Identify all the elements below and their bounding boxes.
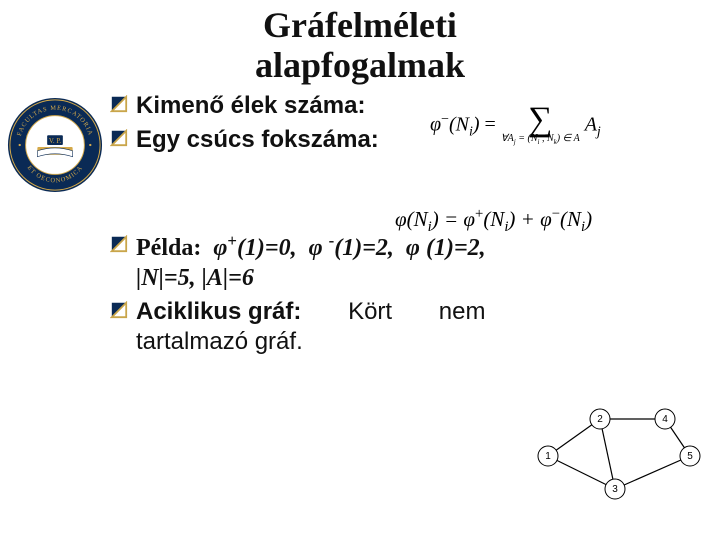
bullet-2: Egy csúcs fokszáma: <box>110 125 700 155</box>
bullet-icon <box>110 95 128 113</box>
acyclic-tail2: nem <box>439 298 486 325</box>
bullet-1: Kimenő élek száma: <box>110 91 700 121</box>
graph-edge <box>600 419 615 489</box>
graph-node-label: 5 <box>687 451 693 462</box>
example-graph: 1 2 3 4 5 <box>530 401 710 506</box>
bullet-icon <box>110 235 128 253</box>
acyclic-bold: Aciklikus gráf: <box>136 298 301 325</box>
ex-phi-total: (1)=2, <box>426 235 486 261</box>
bullet-1-text: Kimenő élek száma: <box>136 91 700 121</box>
graph-edge <box>548 456 615 489</box>
bullet-2-text: Egy csúcs fokszáma: <box>136 125 700 155</box>
bullet-acyclic: Aciklikus gráf: Kört nem tartalmazó gráf… <box>110 297 700 357</box>
title-line-2: alapfogalmak <box>255 45 465 85</box>
title-line-1: Gráfelméleti <box>263 5 457 45</box>
formula-outgoing-degree: φ−(Ni) = ∑ ∀Aj = (Ni , Nk) ∈ A Aj <box>430 106 601 146</box>
graph-node-label: 1 <box>545 451 551 462</box>
example-sets: |N|=5, |A|=6 <box>136 265 254 291</box>
sigma-icon: ∑ <box>501 106 580 133</box>
acyclic-tail1: Kört <box>348 298 392 325</box>
graph-node-label: 4 <box>662 414 668 425</box>
graph-node-label: 3 <box>612 484 618 495</box>
acyclic-text: Aciklikus gráf: Kört nem tartalmazó gráf… <box>136 297 700 357</box>
bullet-icon <box>110 301 128 319</box>
logo-vp: V. P. <box>49 138 62 145</box>
acyclic-line2: tartalmazó gráf. <box>136 327 303 357</box>
ex-phi-minus: (1)=2, <box>334 235 394 261</box>
formula-total-degree: φ(Ni) = φ+(Ni) + φ−(Ni) <box>395 206 592 236</box>
graph-edge <box>615 456 690 489</box>
slide-title: Gráfelméleti alapfogalmak <box>0 6 720 85</box>
ex-phi-plus: (1)=0, <box>237 235 297 261</box>
bullet-icon <box>110 129 128 147</box>
institution-logo: FACULTAS MERCATORIA ET OECONOMICA V. P. <box>6 96 104 194</box>
graph-node-label: 2 <box>597 414 603 425</box>
bullet-example: Példa: φ+(1)=0, φ -(1)=2, φ (1)=2, |N|=5… <box>110 231 700 293</box>
example-prefix: Példa: <box>136 235 201 261</box>
example-text: Példa: φ+(1)=0, φ -(1)=2, φ (1)=2, |N|=5… <box>136 231 700 293</box>
